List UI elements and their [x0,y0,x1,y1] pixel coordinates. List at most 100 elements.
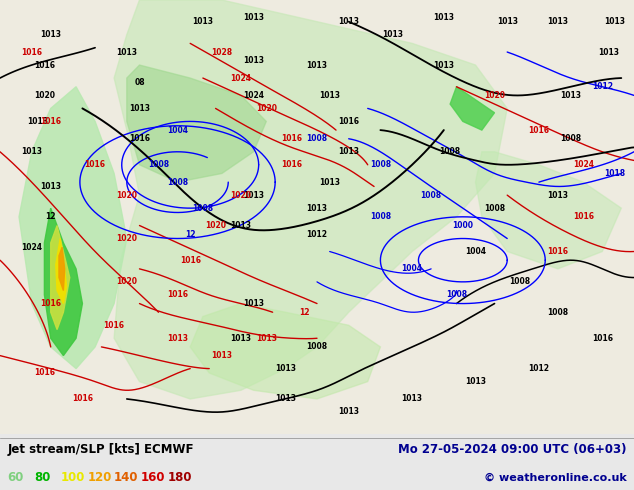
Text: 1013: 1013 [40,30,61,39]
Text: 1013: 1013 [21,147,42,156]
Text: 1020: 1020 [34,91,55,100]
Text: 1018: 1018 [604,169,626,178]
Text: 1013: 1013 [319,91,340,100]
Text: 1008: 1008 [446,291,467,299]
Text: 1013: 1013 [230,221,252,230]
Text: 1012: 1012 [306,230,328,239]
Text: 1020: 1020 [116,277,138,286]
Text: 1013: 1013 [230,334,252,343]
Polygon shape [127,65,266,182]
Text: 1013: 1013 [547,17,569,26]
Polygon shape [56,239,67,304]
Text: 1013: 1013 [243,56,264,65]
Text: 1020: 1020 [484,91,505,100]
Text: 60: 60 [8,471,24,484]
Text: 1008: 1008 [420,191,442,199]
Text: 1013: 1013 [243,191,264,199]
Polygon shape [59,247,65,291]
Text: 1016: 1016 [40,299,61,308]
Text: 1008: 1008 [306,343,328,351]
Text: 1008: 1008 [547,308,569,317]
Text: 1013: 1013 [243,299,264,308]
Text: 1008: 1008 [167,178,188,187]
Polygon shape [51,225,70,330]
Text: 1008: 1008 [484,204,505,213]
Text: 1016: 1016 [167,291,188,299]
Text: 1016: 1016 [281,134,302,143]
Text: 1008: 1008 [370,212,391,221]
Text: 1024: 1024 [230,74,252,82]
Text: 12: 12 [46,212,56,221]
Text: © weatheronline.co.uk: © weatheronline.co.uk [484,472,626,483]
Polygon shape [19,87,127,368]
Text: 1013: 1013 [547,191,569,199]
Text: 1028: 1028 [211,48,233,56]
Text: 1013: 1013 [275,394,296,403]
Text: 1008: 1008 [509,277,531,286]
Text: 1013: 1013 [338,147,359,156]
Text: 100: 100 [61,471,85,484]
Text: 1013: 1013 [604,17,626,26]
Text: 1020: 1020 [116,234,138,243]
Text: 1013: 1013 [167,334,188,343]
Text: 1004: 1004 [401,265,423,273]
Text: 160: 160 [141,471,165,484]
Text: 1013: 1013 [306,204,328,213]
Text: 1016: 1016 [34,368,55,377]
Text: Jet stream/SLP [kts] ECMWF: Jet stream/SLP [kts] ECMWF [8,443,194,456]
Text: 1013: 1013 [211,351,233,360]
Text: 12: 12 [185,230,195,239]
Text: 1013: 1013 [338,408,359,416]
Text: 1016: 1016 [528,125,550,135]
Text: 1024: 1024 [573,160,594,169]
Text: 1024: 1024 [21,243,42,252]
Text: 1008: 1008 [560,134,581,143]
Text: 1024: 1024 [243,91,264,100]
Text: 1016: 1016 [34,61,55,70]
Text: 1016: 1016 [547,247,569,256]
Text: 1000: 1000 [452,221,474,230]
Text: 1013: 1013 [433,61,455,70]
Text: 1016: 1016 [72,394,93,403]
Polygon shape [190,304,380,399]
Text: 1008: 1008 [439,147,461,156]
Polygon shape [476,152,621,269]
Text: 1020: 1020 [230,191,252,199]
Text: 1008: 1008 [148,160,169,169]
Text: Mo 27-05-2024 09:00 UTC (06+03): Mo 27-05-2024 09:00 UTC (06+03) [398,443,626,456]
Text: 1013: 1013 [275,364,296,373]
Text: 1016: 1016 [103,321,125,330]
Text: 1013: 1013 [319,178,340,187]
Text: 80: 80 [34,471,51,484]
Text: 1013: 1013 [243,13,264,22]
Text: 1016: 1016 [21,48,42,56]
Text: 1008: 1008 [306,134,328,143]
Text: 1008: 1008 [370,160,391,169]
Text: 1013: 1013 [401,394,423,403]
Text: 1020: 1020 [205,221,226,230]
Text: 1016: 1016 [592,334,613,343]
Text: 1013: 1013 [338,17,359,26]
Text: 1013: 1013 [129,104,150,113]
Text: 1013: 1013 [382,30,404,39]
Text: 1020: 1020 [256,104,277,113]
Text: 1016: 1016 [179,256,201,265]
Text: 1013: 1013 [27,117,49,126]
Text: 1013: 1013 [116,48,138,56]
Bar [0,0,139,434]
Polygon shape [114,0,507,399]
Text: 1013: 1013 [306,61,328,70]
Text: 180: 180 [167,471,192,484]
Text: 1013: 1013 [40,182,61,191]
Text: 1016: 1016 [129,134,150,143]
Text: 1016: 1016 [338,117,359,126]
Text: 1013: 1013 [433,13,455,22]
Text: 1016: 1016 [281,160,302,169]
Text: 1008: 1008 [192,204,214,213]
Text: 1013: 1013 [256,334,277,343]
Text: 1016: 1016 [40,117,61,126]
Text: 08: 08 [134,78,145,87]
Text: 1013: 1013 [598,48,619,56]
Text: 12: 12 [299,308,309,317]
Text: 1013: 1013 [192,17,214,26]
